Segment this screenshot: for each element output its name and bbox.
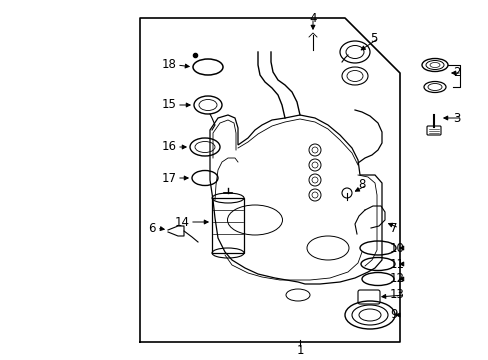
Text: 16: 16 xyxy=(162,140,177,153)
Text: 17: 17 xyxy=(162,171,177,184)
Bar xyxy=(212,198,244,253)
Text: 18: 18 xyxy=(162,58,177,72)
Text: 1: 1 xyxy=(296,343,303,356)
Text: 14: 14 xyxy=(175,216,190,229)
Text: 8: 8 xyxy=(357,179,365,192)
Text: 12: 12 xyxy=(389,273,404,285)
Text: 6: 6 xyxy=(148,221,155,234)
Text: 7: 7 xyxy=(389,221,397,234)
Text: 15: 15 xyxy=(162,99,177,112)
Text: 13: 13 xyxy=(389,288,404,302)
Text: 4: 4 xyxy=(308,12,316,24)
Text: 5: 5 xyxy=(369,31,377,45)
Text: 9: 9 xyxy=(389,309,397,321)
Text: 3: 3 xyxy=(452,112,459,125)
Text: 11: 11 xyxy=(389,257,404,270)
Text: 10: 10 xyxy=(389,242,404,255)
Text: 2: 2 xyxy=(452,67,460,80)
